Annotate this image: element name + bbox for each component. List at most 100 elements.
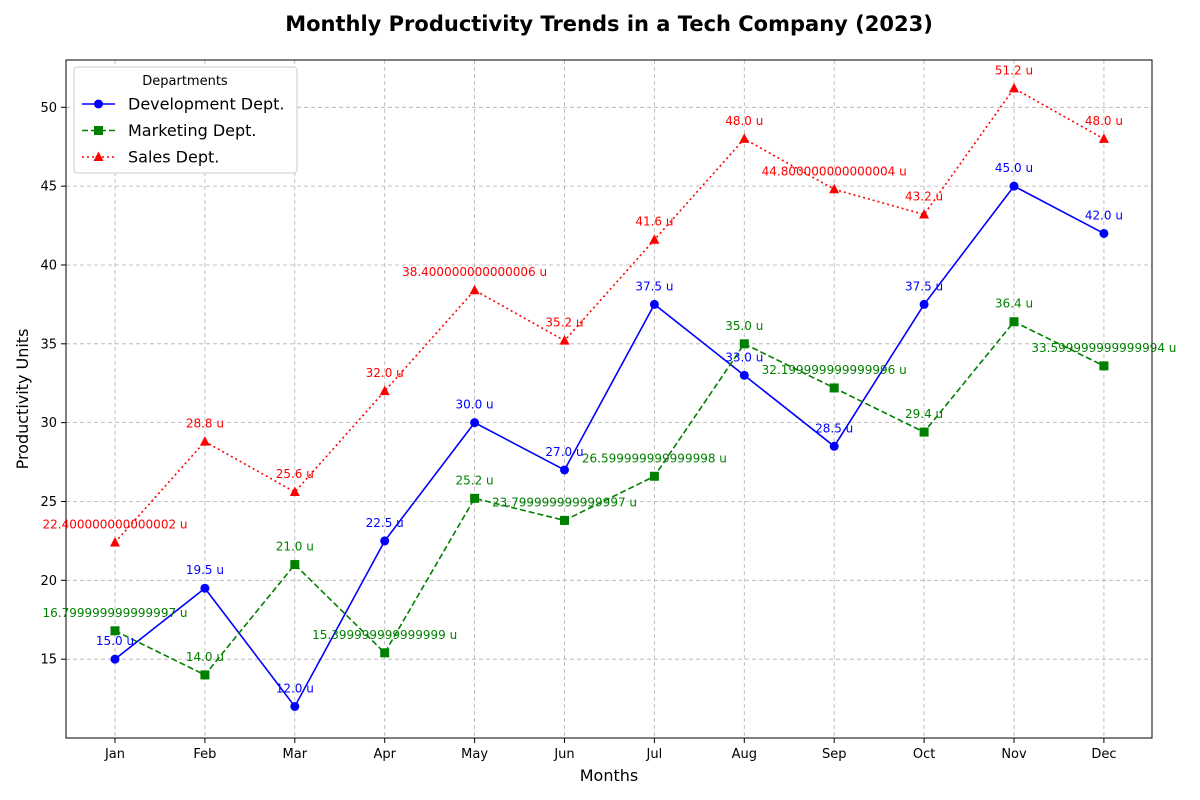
data-label: 22.400000000000002 u <box>42 517 187 531</box>
data-label: 19.5 u <box>186 563 224 577</box>
data-point <box>380 536 390 546</box>
data-label: 25.6 u <box>276 467 314 481</box>
data-label: 25.2 u <box>456 473 494 487</box>
data-point <box>919 427 929 437</box>
legend-marker <box>94 126 103 135</box>
y-tick-label: 40 <box>40 258 57 273</box>
data-point <box>559 335 570 345</box>
data-label: 12.0 u <box>276 681 314 695</box>
data-point <box>739 370 749 380</box>
data-label: 51.2 u <box>995 63 1033 77</box>
data-label: 15.0 u <box>96 634 134 648</box>
data-label: 32.0 u <box>366 366 404 380</box>
data-point <box>110 626 120 636</box>
x-tick-label: Feb <box>193 747 216 762</box>
data-label: 33.599999999999994 u <box>1031 341 1176 355</box>
data-label: 28.8 u <box>186 417 224 431</box>
data-label: 22.5 u <box>366 516 404 530</box>
data-label: 43.2 u <box>905 190 943 204</box>
y-tick-label: 20 <box>40 574 57 589</box>
series-group <box>110 82 1109 711</box>
data-label: 37.5 u <box>905 279 943 293</box>
data-label: 30.0 u <box>456 398 494 412</box>
data-point <box>560 465 569 475</box>
data-point <box>829 441 839 451</box>
data-point <box>469 284 480 295</box>
y-tick-label: 50 <box>40 101 57 116</box>
x-axis-label: Months <box>580 766 638 785</box>
data-point <box>1099 361 1109 371</box>
data-point <box>919 209 930 219</box>
legend-entry-label: Marketing Dept. <box>128 121 257 140</box>
data-label: 44.800000000000004 u <box>762 164 907 178</box>
data-point <box>1009 317 1019 327</box>
data-label: 29.4 u <box>905 407 943 421</box>
legend-marker <box>93 151 104 161</box>
y-axis-label: Productivity Units <box>13 329 32 470</box>
x-tick-label: Aug <box>732 747 757 762</box>
y-tick-label: 45 <box>40 180 57 195</box>
data-label: 21.0 u <box>276 540 314 554</box>
data-point <box>919 299 929 309</box>
x-tick-label: Apr <box>373 747 396 762</box>
data-label: 32.199999999999996 u <box>762 363 907 377</box>
grid <box>66 60 1152 738</box>
series-sales-dept <box>110 82 1109 547</box>
legend-entry-label: Sales Dept. <box>128 148 219 167</box>
x-tick-label: Nov <box>1001 747 1027 762</box>
x-tick-label: May <box>461 747 488 762</box>
data-label: 37.5 u <box>635 279 673 293</box>
data-label: 48.0 u <box>1085 114 1123 128</box>
data-labels: 15.0 u 19.5 u 12.0 u 22.5 u 30.0 u 27.0 u 37.5… <box>42 63 1176 695</box>
plot-frame <box>65 59 1153 739</box>
data-point <box>200 583 210 593</box>
series-marketing-dept <box>110 317 1109 680</box>
data-point <box>1009 82 1019 93</box>
data-label: 33.0 u <box>725 350 763 364</box>
data-point <box>379 385 390 396</box>
data-label: 28.5 u <box>815 421 853 435</box>
chart-title: Monthly Productivity Trends in a Tech Co… <box>285 12 933 36</box>
x-tick-label: Jul <box>646 747 663 762</box>
data-point <box>380 648 390 658</box>
data-label: 35.2 u <box>545 316 583 330</box>
x-tick-label: Jun <box>553 747 574 762</box>
data-label: 26.599999999999998 u <box>582 451 727 465</box>
data-point <box>829 183 840 194</box>
data-label: 27.0 u <box>545 445 583 459</box>
data-point <box>1099 228 1109 238</box>
legend-box <box>73 66 298 174</box>
data-label: 48.0 u <box>725 114 763 128</box>
legend-title: Departments <box>142 74 228 89</box>
axes: Jan Feb Mar Apr May Jun Jul Aug Sep Oct Nov Dec 15 20… <box>40 59 1153 762</box>
data-point <box>470 493 480 503</box>
x-tick-label: Mar <box>283 747 308 762</box>
data-point <box>560 515 569 525</box>
x-tick-label: Sep <box>822 747 847 762</box>
data-point <box>199 436 210 446</box>
legend: Departments Development Dept. Marketing D… <box>73 66 298 174</box>
data-label: 16.799999999999997 u <box>42 606 187 620</box>
data-label: 42.0 u <box>1085 208 1123 222</box>
series-development-dept <box>110 181 1109 711</box>
data-point <box>289 486 300 497</box>
data-label: 38.400000000000006 u <box>402 265 547 279</box>
data-point <box>110 536 120 547</box>
data-label: 15.399999999999999 u <box>312 628 457 642</box>
data-label: 14.0 u <box>186 650 224 664</box>
series-line <box>114 320 1105 676</box>
x-tick-label: Dec <box>1091 747 1116 762</box>
data-point <box>470 418 480 428</box>
data-point <box>1098 133 1109 143</box>
data-point <box>829 383 839 393</box>
data-point <box>739 339 749 349</box>
data-label: 36.4 u <box>995 297 1033 311</box>
data-label: 45.0 u <box>995 161 1033 175</box>
data-point <box>290 701 300 711</box>
y-tick-label: 25 <box>40 495 57 510</box>
data-point <box>1009 181 1019 191</box>
data-point <box>739 133 750 143</box>
data-point <box>649 299 659 309</box>
x-tick-label: Oct <box>913 747 935 762</box>
